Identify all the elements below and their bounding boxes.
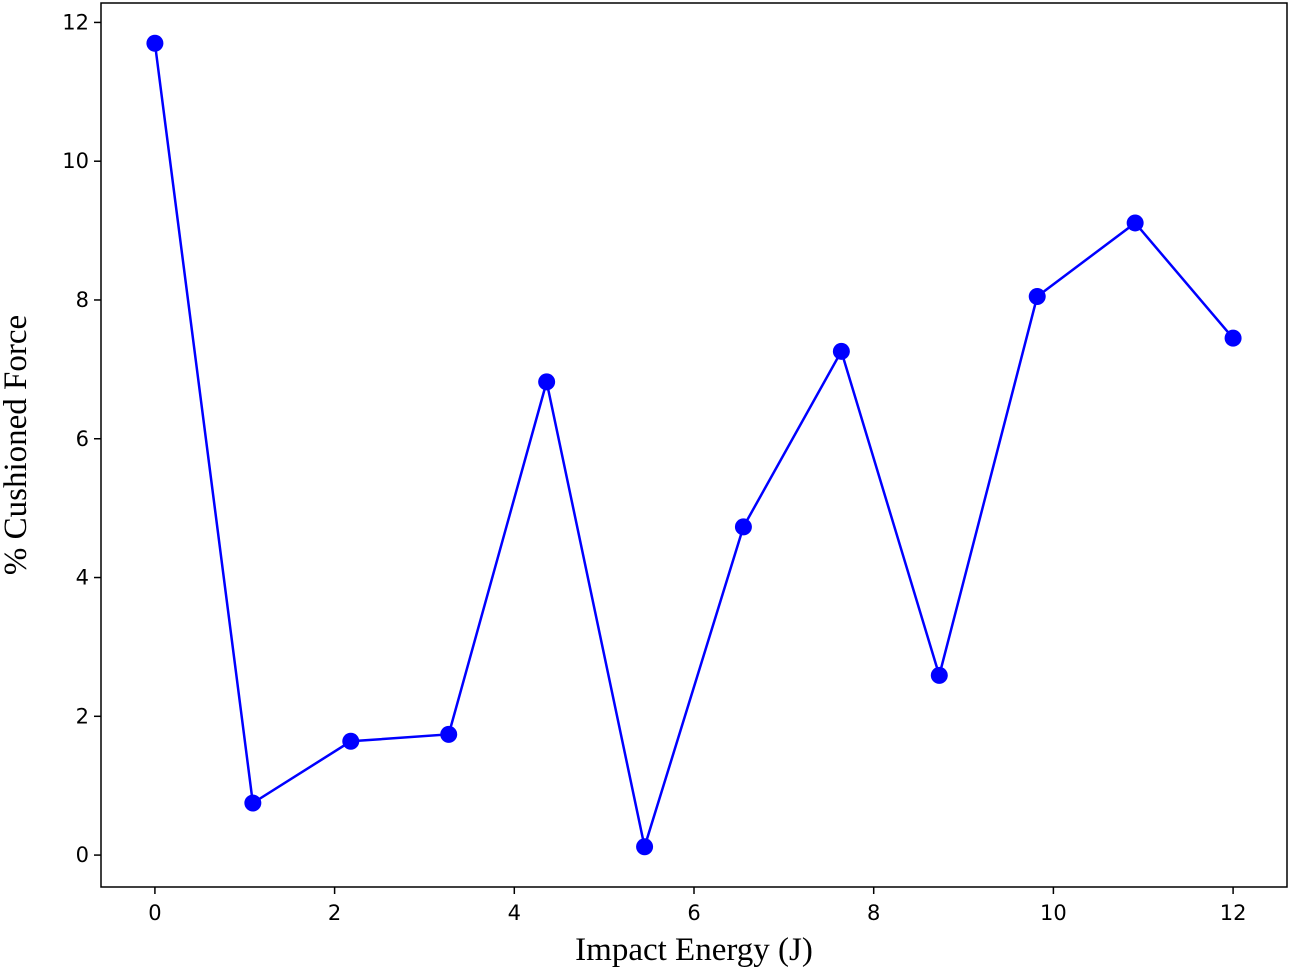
x-tick-label: 12: [1220, 901, 1247, 925]
data-line: [153, 43, 1235, 852]
x-tick-label: 0: [148, 901, 161, 925]
y-tick-label: 2: [76, 704, 89, 728]
data-point: [440, 725, 458, 743]
data-point: [930, 666, 948, 684]
y-tick-label: 12: [62, 10, 89, 34]
x-axis-title: Impact Energy (J): [575, 932, 813, 968]
y-tick-label: 8: [76, 288, 89, 312]
x-tick-label: 4: [508, 901, 521, 925]
y-tick-label: 0: [76, 843, 89, 867]
data-point: [146, 34, 164, 52]
data-point: [1028, 288, 1046, 306]
y-tick-label: 4: [76, 566, 89, 590]
data-point: [1126, 214, 1144, 232]
data-point: [538, 373, 556, 391]
y-tick-label: 10: [62, 149, 89, 173]
data-point: [734, 518, 752, 536]
y-tick-label: 6: [76, 427, 89, 451]
data-point: [1224, 329, 1242, 347]
x-tick-label: 6: [687, 901, 700, 925]
x-tick-label: 8: [867, 901, 880, 925]
data-point: [342, 732, 360, 750]
data-point: [832, 342, 850, 360]
y-axis-title: % Cushioned Force: [0, 315, 34, 575]
data-point: [636, 838, 654, 856]
plot-frame: [100, 2, 1288, 888]
x-tick-label: 10: [1040, 901, 1067, 925]
data-point: [244, 794, 262, 812]
x-tick-label: 2: [328, 901, 341, 925]
